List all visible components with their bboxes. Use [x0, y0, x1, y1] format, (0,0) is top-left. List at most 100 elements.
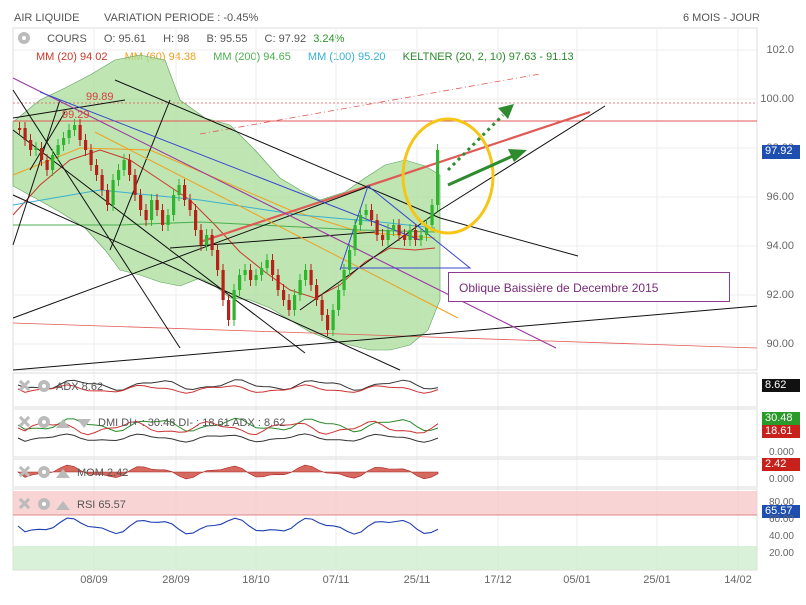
- rsi-label: RSI 65.57: [77, 499, 126, 511]
- change-value: 3.24%: [313, 33, 345, 45]
- candle-body: [216, 250, 220, 270]
- candle-body: [111, 180, 115, 205]
- candle-body: [161, 210, 165, 225]
- candle-body: [62, 138, 66, 145]
- rsi-oversold-zone: [13, 546, 757, 570]
- x-tick: 25/01: [643, 574, 671, 586]
- adx-pane: [12, 372, 758, 408]
- mom-y0: 0.000: [768, 474, 794, 485]
- red-dashdot: [199, 73, 541, 135]
- candle-body: [177, 185, 181, 195]
- candle-body: [364, 210, 368, 215]
- move-up-icon[interactable]: [56, 469, 70, 478]
- candle-body: [139, 195, 143, 210]
- adx-label: ADX 8.62: [56, 381, 104, 393]
- candle-body: [133, 175, 137, 195]
- adx-sub-line: [17, 384, 439, 394]
- candle-body: [337, 290, 341, 310]
- dmi-minus-line: [17, 420, 439, 436]
- instrument-title: AIR LIQUIDE: [14, 12, 80, 24]
- candle-body: [100, 175, 104, 190]
- mm100-line: [12, 189, 436, 229]
- candle-body: [304, 270, 308, 280]
- x-tick: 14/02: [724, 574, 752, 586]
- settings-gear-icon[interactable]: [18, 32, 30, 44]
- candle-body: [210, 235, 214, 250]
- rsi-tick: 20.00: [768, 548, 794, 559]
- candle-body: [276, 275, 280, 290]
- adx-header: ADX 8.62: [18, 379, 103, 393]
- remove-indicator-icon[interactable]: [18, 415, 31, 428]
- mom-tag: 2.42: [762, 458, 800, 471]
- settings-gear-icon[interactable]: [38, 416, 50, 428]
- chart-frame: [12, 27, 758, 371]
- candle-body: [232, 290, 236, 320]
- settings-gear-icon[interactable]: [38, 498, 50, 510]
- candle-body: [282, 290, 286, 300]
- y-tick: 92.00: [766, 289, 794, 301]
- candle-body: [320, 300, 324, 315]
- purple-oblique: [12, 77, 557, 349]
- candle-body: [172, 195, 176, 215]
- green-arrowhead-solid: [508, 149, 527, 162]
- candle-body: [419, 235, 423, 240]
- candle-body: [353, 225, 357, 250]
- candle-body: [205, 235, 209, 245]
- adx-tag: 8.62: [762, 379, 800, 392]
- settings-gear-icon[interactable]: [38, 380, 50, 392]
- rsi-overbought-zone: [13, 491, 757, 515]
- black-trendlines: [12, 79, 758, 371]
- candle-body: [199, 230, 203, 245]
- x-tick: 07/11: [322, 574, 350, 586]
- remove-indicator-icon[interactable]: [18, 497, 31, 510]
- y-tick: 94.00: [766, 240, 794, 252]
- candle-body: [386, 230, 390, 240]
- candle-body: [23, 128, 27, 140]
- candle-body: [265, 260, 269, 268]
- move-down-icon[interactable]: [77, 419, 91, 428]
- mom-label: MOM 2.42: [77, 467, 129, 479]
- candle-body: [309, 270, 313, 285]
- candle-body: [45, 160, 49, 170]
- candle-body: [254, 275, 258, 280]
- period-selector[interactable]: 6 MOIS - JOUR: [682, 12, 760, 24]
- candle-body: [150, 200, 154, 220]
- candle-body: [188, 200, 192, 210]
- dmi-label: DMI DI+ : 30.48 DI- : 18.61 ADX : 8.62: [98, 417, 286, 429]
- settings-gear-icon[interactable]: [38, 466, 50, 478]
- candle-body: [238, 275, 242, 290]
- highlight-circle: [401, 117, 495, 235]
- candle-body: [144, 210, 148, 220]
- candle-body: [89, 150, 93, 165]
- orange-line: [94, 131, 459, 319]
- mm200-label: MM (200) 94.65: [213, 51, 291, 63]
- green-dotted-arrow: [446, 113, 505, 172]
- remove-indicator-icon[interactable]: [18, 465, 31, 478]
- candle-body: [249, 270, 253, 280]
- y-tick: 100.00: [760, 93, 794, 105]
- candle-body: [95, 165, 99, 175]
- x-tick: 28/09: [162, 574, 190, 586]
- candle-body: [40, 148, 44, 160]
- moving-averages-row: MM (20) 94.02 MM (60) 94.38 MM (200) 94.…: [36, 51, 588, 63]
- dmi-plus-tag: 30.48: [762, 412, 800, 425]
- adx-line: [17, 379, 439, 391]
- y-tick: 90.00: [766, 338, 794, 350]
- period-variation: VARIATION PERIODE : -0.45%: [104, 12, 259, 24]
- candle-body: [315, 285, 319, 300]
- candle-body: [78, 125, 82, 140]
- rsi-tick: 40.00: [768, 531, 794, 542]
- candle-body: [243, 270, 247, 275]
- mm100-label: MM (100) 95.20: [307, 51, 386, 63]
- move-up-icon[interactable]: [56, 501, 70, 510]
- candle-body: [51, 155, 55, 170]
- remove-indicator-icon[interactable]: [18, 379, 31, 392]
- move-up-icon[interactable]: [56, 419, 70, 428]
- candle-body: [370, 210, 374, 220]
- candles: [18, 119, 440, 336]
- x-tick: 17/12: [484, 574, 512, 586]
- mom-area: [17, 464, 439, 480]
- x-tick: 05/01: [563, 574, 591, 586]
- y-tick: 102.0: [766, 44, 794, 56]
